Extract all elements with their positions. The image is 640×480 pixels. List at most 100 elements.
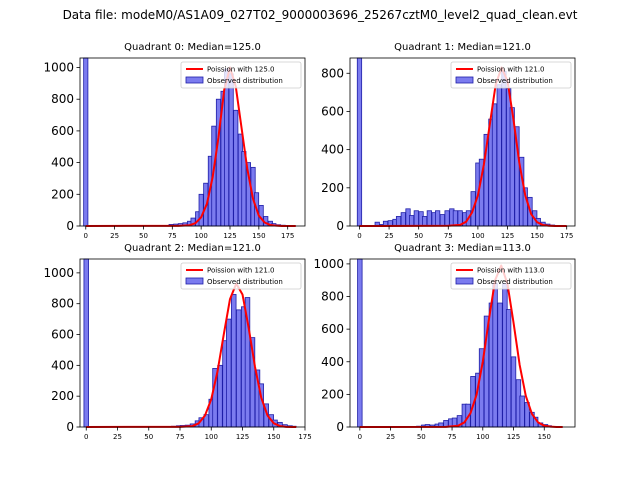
x-tick-label: 175 (281, 232, 294, 240)
axes-frame (349, 57, 576, 227)
x-tick-label: 125 (223, 232, 236, 240)
quadrant-1-plot: Quadrant 1: Median=121.0 0 200 400 600 800 0 25… (321, 42, 576, 240)
quadrant-3-plot: Quadrant 3: Median=113.0 0 200 400 600 800 100… (313, 243, 576, 441)
histogram-bar (497, 302, 503, 428)
histogram-bar (491, 103, 498, 227)
histogram-bar (217, 364, 223, 428)
legend-bar-swatch (455, 76, 474, 84)
histogram-bar (435, 210, 441, 227)
poisson-curve (86, 282, 297, 428)
axes-frame (79, 57, 306, 227)
quadrant-0-plot: Quadrant 0: Median=125.0 0 200 400 600 800 100… (43, 42, 306, 240)
x-tick-label: 0 (84, 232, 88, 240)
histogram-bar (356, 57, 363, 227)
x-tick-label: 175 (560, 232, 573, 240)
histogram-bar (444, 210, 450, 227)
y-tick-label: 800 (51, 92, 74, 106)
x-tick-label: 100 (205, 433, 218, 441)
histogram-bar (236, 309, 242, 428)
y-tick-label: 600 (321, 322, 344, 336)
x-tick-label: 125 (501, 232, 514, 240)
x-tick-label: 75 (444, 232, 453, 240)
legend-label-observed: Observed distribution (207, 278, 283, 286)
y-tick-label: 200 (321, 181, 344, 195)
x-tick-label: 125 (507, 433, 520, 441)
y-tick-label: 200 (321, 387, 344, 401)
legend-label-poisson: Poission with 113.0 (477, 267, 545, 275)
x-tick-label: 0 (358, 433, 362, 441)
y-tick-label: 800 (321, 66, 344, 80)
y-tick-label: 1000 (43, 266, 74, 280)
legend-label-observed: Observed distribution (207, 77, 283, 85)
x-tick-label: 125 (236, 433, 249, 441)
y-tick-label: 600 (51, 328, 74, 342)
histogram-bar (395, 216, 402, 227)
legend-label-poisson: Poission with 125.0 (207, 66, 275, 74)
poisson-curve (85, 66, 296, 227)
legend-box (180, 61, 302, 89)
histogram-bar (519, 395, 525, 428)
histogram-bar (501, 70, 507, 227)
legend-bar-swatch (455, 277, 474, 285)
legend-label-observed: Observed distribution (477, 77, 553, 85)
x-tick-label: 100 (471, 232, 484, 240)
poisson-curve (359, 66, 567, 227)
x-tick-label: 50 (417, 433, 426, 441)
histogram-bar (422, 216, 428, 227)
axes-title: Quadrant 0: Median=125.0 (124, 42, 261, 53)
histogram-bar (400, 212, 406, 227)
x-tick-label: 150 (530, 232, 543, 240)
x-tick-label: 175 (298, 433, 311, 441)
legend-label-poisson: Poission with 121.0 (477, 66, 545, 74)
y-tick-label: 800 (51, 297, 74, 311)
x-tick-label: 75 (168, 232, 177, 240)
y-tick-label: 400 (51, 358, 74, 372)
axes-title: Quadrant 2: Median=121.0 (124, 243, 261, 254)
quadrant-2-plot: Quadrant 2: Median=121.0 0 200 400 600 800 100… (43, 243, 311, 441)
histogram-bar (226, 318, 232, 428)
y-tick-label: 1000 (43, 61, 74, 75)
x-tick-label: 150 (252, 232, 265, 240)
axes-title: Quadrant 3: Median=113.0 (394, 243, 531, 254)
histogram-bar (510, 356, 517, 428)
legend-label-observed: Observed distribution (477, 278, 553, 286)
x-tick-label: 150 (538, 433, 551, 441)
histogram-bar (83, 258, 89, 428)
histogram-bar (233, 109, 239, 227)
x-tick-label: 25 (385, 232, 394, 240)
x-tick-label: 0 (84, 433, 88, 441)
figure-title: Data file: modeM0/AS1A09_027T02_90000036… (62, 8, 578, 22)
histogram-bar (83, 57, 89, 227)
x-tick-label: 50 (139, 232, 148, 240)
x-tick-label: 100 (194, 232, 207, 240)
histogram-bar (231, 294, 237, 428)
y-tick-label: 600 (321, 104, 344, 118)
x-tick-label: 75 (448, 433, 457, 441)
y-tick-label: 400 (51, 156, 74, 170)
histogram-bar (198, 193, 204, 227)
legend-box (450, 262, 572, 290)
histogram-bar (413, 210, 419, 227)
histogram-bar (357, 258, 363, 428)
axes-frame (79, 258, 306, 428)
y-tick-label: 0 (66, 219, 74, 233)
y-tick-label: 200 (51, 187, 74, 201)
legend-box (450, 61, 572, 89)
x-tick-label: 100 (476, 433, 489, 441)
histogram-bar (452, 210, 458, 227)
y-tick-label: 800 (321, 290, 344, 304)
legend-label-poisson: Poission with 121.0 (207, 267, 275, 275)
x-tick-label: 0 (357, 232, 361, 240)
histogram-bar (505, 309, 512, 428)
histogram-bar (228, 73, 234, 227)
legend-bar-swatch (185, 277, 204, 285)
y-tick-label: 400 (321, 355, 344, 369)
histogram-bar (492, 283, 498, 428)
histogram-bar (426, 210, 432, 227)
axes-frame (349, 258, 576, 428)
poisson-curve (359, 264, 563, 428)
histogram-bar (241, 151, 247, 227)
histogram-bar (439, 214, 445, 227)
y-tick-label: 0 (66, 420, 74, 434)
